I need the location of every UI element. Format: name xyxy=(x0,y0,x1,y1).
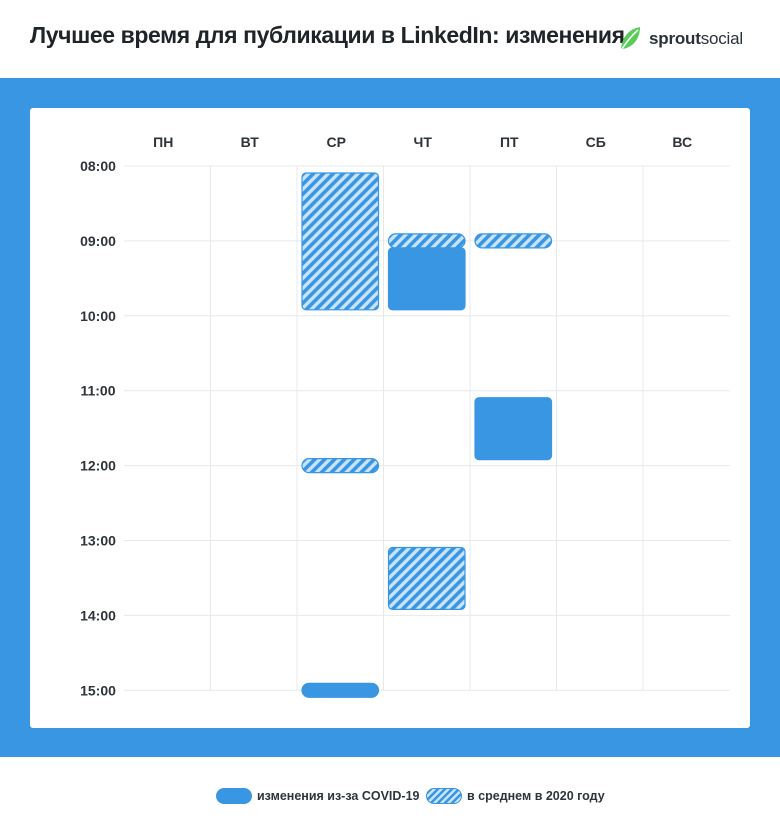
time-label: 15:00 xyxy=(80,682,116,698)
covid-change-block xyxy=(474,397,553,461)
time-label: 09:00 xyxy=(80,233,116,249)
day-label: ВТ xyxy=(241,134,260,150)
legend-item-average-2020: в среднем в 2020 году xyxy=(426,787,605,805)
brand-logo: sproutsocial xyxy=(618,24,743,54)
time-label: 08:00 xyxy=(80,158,116,174)
average-2020-block xyxy=(301,172,380,311)
time-label: 14:00 xyxy=(80,607,116,623)
time-label: 11:00 xyxy=(80,383,115,399)
chart-title: Лучшее время для публикации в LinkedIn: … xyxy=(30,22,625,48)
average-2020-block xyxy=(474,233,553,249)
average-2020-block xyxy=(301,458,380,474)
time-label: 10:00 xyxy=(80,308,116,324)
day-label: ВС xyxy=(672,134,692,150)
covid-change-block xyxy=(301,682,380,698)
legend-item-covid: изменения из-за COVID-19 xyxy=(216,787,419,805)
legend-label-average-2020: в среднем в 2020 году xyxy=(467,789,605,803)
header: Лучшее время для публикации в LinkedIn: … xyxy=(0,0,780,78)
footer xyxy=(0,757,780,833)
day-label: СБ xyxy=(586,134,606,150)
time-label: 12:00 xyxy=(80,458,116,474)
legend-swatch-hatched xyxy=(426,788,462,804)
legend-swatch-solid xyxy=(216,788,252,804)
chart-card: ПН ВТ СР ЧТ ПТ СБ ВС 08:00 09:00 10:00 11:00 12:00 1… xyxy=(30,108,750,728)
day-label: ПН xyxy=(153,134,173,150)
time-label: 13:00 xyxy=(80,533,116,549)
schedule-chart: ПН ВТ СР ЧТ ПТ СБ ВС 08:00 09:00 10:00 11:00 12:00 1… xyxy=(80,134,730,698)
day-label: ЧТ xyxy=(414,134,433,150)
covid-change-block xyxy=(387,247,466,311)
brand-name: sproutsocial xyxy=(649,29,743,49)
sprout-leaf-icon xyxy=(619,27,640,53)
average-2020-block xyxy=(387,233,466,249)
brand-name-regular: social xyxy=(700,29,743,48)
average-2020-block xyxy=(387,546,466,611)
brand-name-bold: sprout xyxy=(649,29,701,48)
day-label: ПТ xyxy=(500,134,519,150)
day-label: СР xyxy=(327,134,346,150)
legend-label-covid: изменения из-за COVID-19 xyxy=(257,789,420,803)
